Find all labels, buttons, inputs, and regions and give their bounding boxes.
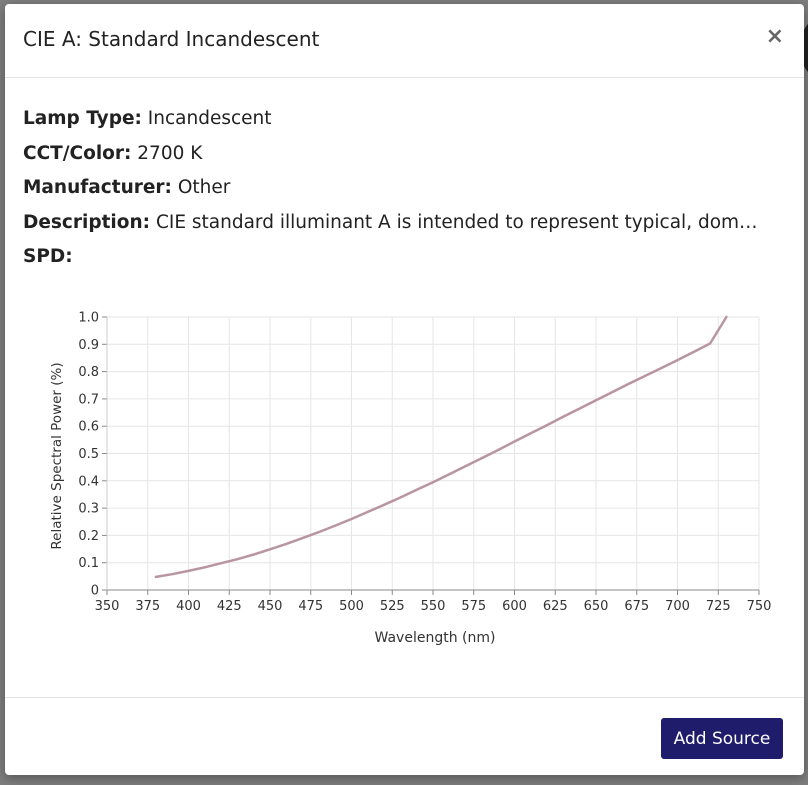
- chart-series: [154, 315, 728, 579]
- add-source-button[interactable]: Add Source: [661, 718, 783, 759]
- chart-grid: [106, 316, 760, 591]
- x-tick-label: 625: [543, 599, 568, 614]
- y-tick-label: 0.6: [78, 420, 99, 435]
- background-avatar: [800, 18, 808, 78]
- spd-chart: 350 375 400 425 450 475 500 525 550 575 600 625 650 6…: [49, 311, 771, 647]
- x-axis-label: Wavelength (nm): [375, 630, 496, 646]
- x-tick-label: 575: [461, 599, 486, 614]
- y-tick-label: 0.7: [78, 392, 99, 407]
- y-axis-label: Relative Spectral Power (%): [49, 362, 65, 549]
- x-tick-label: 375: [135, 599, 160, 614]
- modal-footer: Add Source: [5, 697, 804, 775]
- modal-title: CIE A: Standard Incandescent: [23, 27, 320, 51]
- x-tick-label: 550: [421, 599, 446, 614]
- y-tick-label: 0.8: [78, 365, 99, 380]
- x-tick-label: 700: [665, 599, 690, 614]
- x-tick-label: 750: [747, 599, 772, 614]
- y-tick-label: 0: [91, 584, 99, 599]
- y-tick-label: 0.2: [78, 529, 99, 544]
- y-tick-label: 0.3: [78, 502, 99, 517]
- y-tick-label: 0.4: [78, 474, 99, 489]
- y-tick-label: 0.5: [78, 447, 99, 462]
- close-icon[interactable]: ×: [765, 24, 784, 49]
- modal-header: CIE A: Standard Incandescent ×: [5, 4, 804, 78]
- y-tick-label: 0.9: [78, 338, 99, 353]
- x-tick-label: 675: [624, 599, 649, 614]
- x-tick-label: 400: [176, 599, 201, 614]
- x-tick-label: 725: [706, 599, 731, 614]
- spd-series-line: [154, 315, 728, 579]
- x-tick-label: 650: [584, 599, 609, 614]
- chart-axes: 350 375 400 425 450 475 500 525 550 575 600 625 650 6…: [78, 311, 771, 615]
- x-tick-label: 600: [502, 599, 527, 614]
- source-details-modal: CIE A: Standard Incandescent × Lamp Type…: [5, 4, 804, 775]
- x-tick-label: 425: [217, 599, 242, 614]
- x-tick-label: 500: [339, 599, 364, 614]
- y-tick-label: 0.1: [78, 556, 99, 571]
- x-tick-label: 525: [380, 599, 405, 614]
- x-tick-label: 450: [258, 599, 283, 614]
- y-tick-label: 1.0: [78, 311, 99, 326]
- x-tick-label: 350: [95, 599, 120, 614]
- x-tick-label: 475: [298, 599, 323, 614]
